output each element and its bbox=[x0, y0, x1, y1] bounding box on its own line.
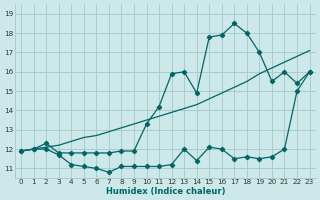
X-axis label: Humidex (Indice chaleur): Humidex (Indice chaleur) bbox=[106, 187, 225, 196]
